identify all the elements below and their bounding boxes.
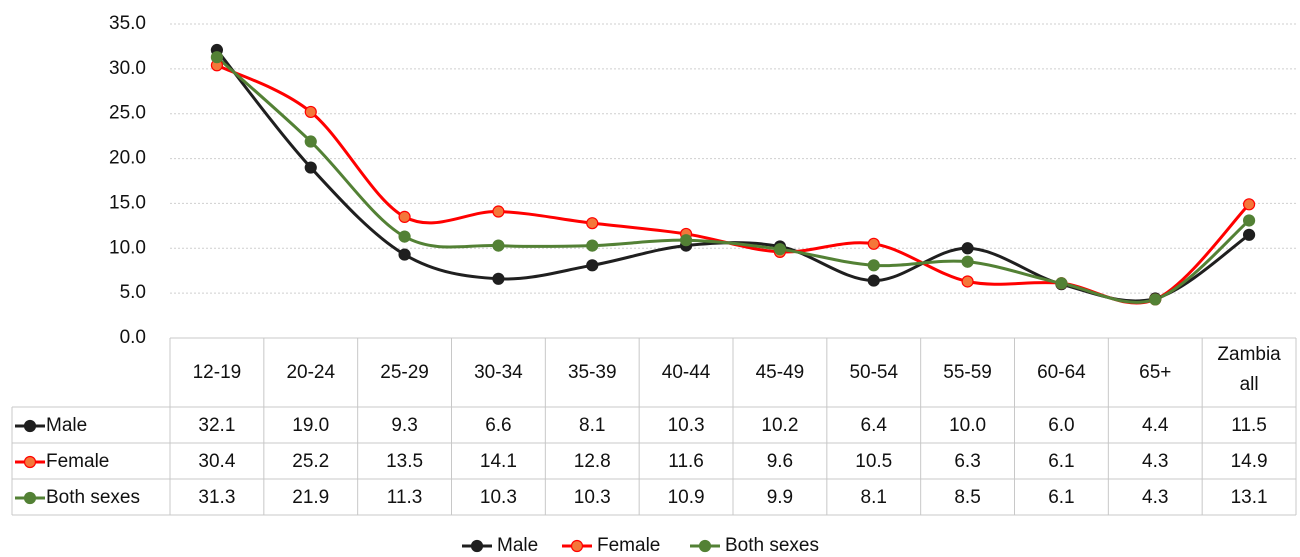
- y-tick-label: 10.0: [109, 237, 146, 258]
- data-cell: 10.0: [949, 415, 986, 436]
- data-cell: 6.1: [1048, 487, 1074, 508]
- data-point: [1242, 214, 1256, 227]
- data-point: [961, 275, 974, 288]
- x-tick-label: 25-29: [380, 362, 429, 383]
- data-cell: 10.3: [668, 415, 705, 436]
- table-legend-key-marker: [23, 455, 37, 469]
- legend-label: Male: [497, 535, 538, 556]
- data-cell: 10.3: [480, 487, 517, 508]
- data-cell: 8.1: [579, 415, 605, 436]
- data-point: [398, 230, 411, 243]
- data-cell: 12.8: [574, 451, 611, 472]
- data-cell: 6.1: [1048, 451, 1074, 472]
- data-cell: 8.5: [954, 487, 980, 508]
- data-point: [492, 205, 505, 218]
- data-cell: 9.6: [767, 451, 793, 472]
- data-cell: 6.4: [861, 415, 888, 436]
- y-tick-label: 25.0: [109, 103, 146, 124]
- data-point: [492, 272, 505, 285]
- data-point: [304, 161, 317, 174]
- series-row-label: Male: [46, 415, 87, 436]
- data-point: [398, 210, 411, 223]
- data-cell: 10.2: [761, 415, 798, 436]
- data-point: [867, 274, 880, 287]
- data-cell: 14.1: [480, 451, 517, 472]
- data-point: [492, 239, 505, 252]
- data-cell: 11.5: [1231, 415, 1267, 436]
- x-tick-label: 55-59: [943, 362, 992, 383]
- data-cell: 10.3: [574, 487, 611, 508]
- data-point: [586, 259, 599, 272]
- data-point: [586, 239, 599, 252]
- data-point: [304, 135, 317, 148]
- data-cell: 8.1: [861, 487, 887, 508]
- x-tick-label: 60-64: [1037, 362, 1086, 383]
- data-point: [398, 248, 411, 261]
- data-cell: 6.3: [954, 451, 980, 472]
- data-cell: 6.0: [1048, 415, 1074, 436]
- x-tick-label: Zambia all: [1217, 344, 1281, 395]
- data-cell: 14.9: [1231, 451, 1268, 472]
- data-cell: 30.4: [198, 451, 235, 472]
- y-tick-label: 30.0: [109, 58, 146, 79]
- data-cell: 11.6: [668, 451, 704, 472]
- legend-label: Female: [597, 535, 660, 556]
- data-point: [1242, 228, 1256, 241]
- y-tick-label: 35.0: [109, 13, 146, 34]
- data-cell: 10.9: [668, 487, 705, 508]
- data-cell: 32.1: [198, 415, 235, 436]
- y-tick-label: 20.0: [109, 148, 146, 169]
- data-cell: 4.4: [1142, 415, 1169, 436]
- x-tick-label: 20-24: [286, 362, 335, 383]
- data-cell: 31.3: [198, 487, 235, 508]
- data-cell: 9.3: [391, 415, 417, 436]
- data-cell: 13.5: [386, 451, 423, 472]
- table-legend-key-marker: [23, 491, 37, 505]
- legend-key-marker: [470, 539, 484, 553]
- data-point: [210, 51, 224, 64]
- y-tick-label: 15.0: [109, 192, 146, 213]
- data-cell: 25.2: [292, 451, 329, 472]
- series-line-female: [216, 63, 1251, 305]
- series-row-label: Female: [46, 451, 109, 472]
- x-tick-label: 12-19: [193, 362, 242, 383]
- series-row-label: Both sexes: [46, 487, 140, 508]
- table-legend-key-marker: [23, 419, 37, 433]
- data-point: [867, 237, 880, 250]
- data-point: [304, 105, 317, 119]
- legend-key-marker: [570, 539, 584, 553]
- series-line-male: [215, 49, 1250, 303]
- data-point: [586, 217, 599, 230]
- data-point: [679, 234, 693, 247]
- x-tick-label: 40-44: [662, 362, 711, 383]
- data-cell: 4.3: [1142, 451, 1168, 472]
- data-cell: 13.1: [1231, 487, 1268, 508]
- data-cell: 9.9: [767, 487, 793, 508]
- data-point: [773, 243, 787, 256]
- x-tick-label: 35-39: [568, 362, 617, 383]
- data-point: [961, 255, 974, 268]
- data-cell: 11.3: [387, 487, 423, 508]
- legend-key-marker: [698, 539, 712, 553]
- series-line-both-sexes: [215, 56, 1251, 304]
- data-point: [961, 242, 974, 255]
- data-cell: 21.9: [292, 487, 329, 508]
- x-tick-label: 45-49: [756, 362, 805, 383]
- data-point: [1242, 198, 1256, 211]
- legend-label: Both sexes: [725, 535, 819, 556]
- y-tick-label: 0.0: [120, 327, 146, 348]
- data-cell: 10.5: [855, 451, 892, 472]
- x-tick-label: 50-54: [849, 362, 898, 383]
- data-point: [1055, 277, 1068, 290]
- y-tick-label: 5.0: [120, 282, 146, 303]
- data-point: [867, 259, 880, 272]
- x-tick-label: 30-34: [474, 362, 523, 383]
- x-tick-label: 65+: [1139, 362, 1171, 383]
- data-cell: 4.3: [1142, 487, 1168, 508]
- data-cell: 19.0: [292, 415, 329, 436]
- data-point: [1149, 293, 1162, 306]
- data-cell: 6.6: [485, 415, 511, 436]
